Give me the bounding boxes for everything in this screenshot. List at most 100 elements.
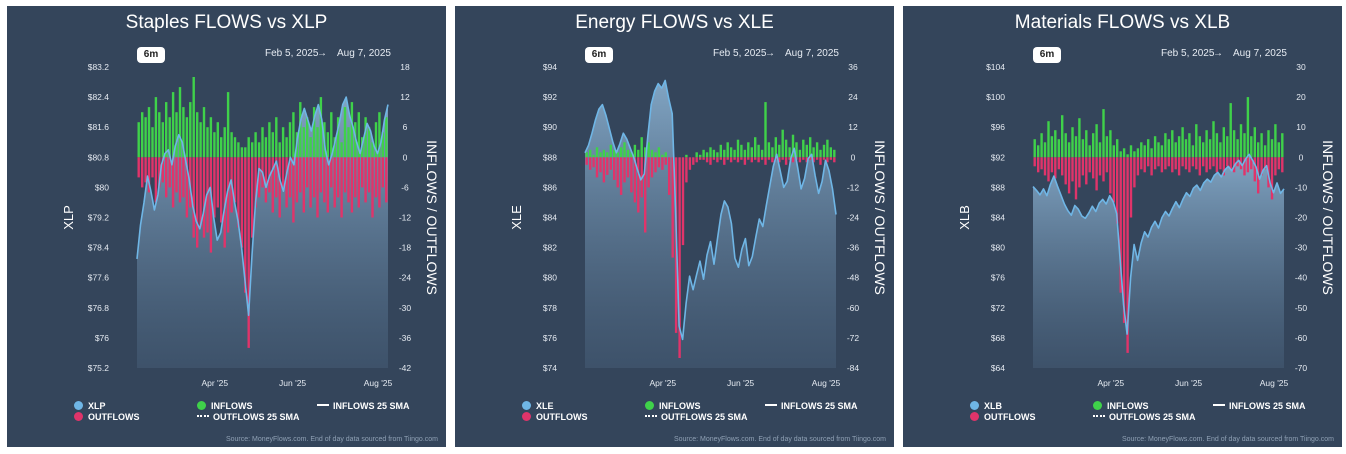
date-range-end[interactable]: Aug 7, 2025: [337, 48, 391, 59]
legend-price[interactable]: XLE: [522, 401, 554, 411]
inflow-bar: [1208, 139, 1212, 158]
legend-outflows-sma[interactable]: OUTFLOWS 25 SMA: [1093, 412, 1196, 422]
outflow-bar: [299, 157, 302, 193]
date-range-end[interactable]: Aug 7, 2025: [1233, 48, 1287, 59]
legend-outflows-dot: [970, 412, 979, 421]
outflow-bar: [199, 157, 202, 228]
legend-inflows[interactable]: INFLOWS: [1093, 401, 1149, 411]
legend-outflows-sma-label: OUTFLOWS 25 SMA: [1109, 412, 1196, 422]
date-range-start[interactable]: Feb 5, 2025: [265, 48, 319, 59]
outflow-bar: [1043, 157, 1047, 176]
outflow-bar: [712, 157, 716, 160]
legend-inflows-sma[interactable]: INFLOWS 25 SMA: [1213, 401, 1306, 411]
outflow-bar: [647, 157, 650, 188]
outflow-bar: [685, 157, 688, 183]
outflow-bar: [747, 157, 750, 160]
y2-axis-tick-label: -18: [399, 243, 412, 253]
outflow-bar: [757, 157, 760, 163]
price-area: [585, 80, 836, 368]
inflow-bar: [1098, 142, 1102, 158]
legend-outflows-sma[interactable]: OUTFLOWS 25 SMA: [645, 412, 748, 422]
outflow-bar: [1140, 157, 1143, 170]
inflow-bar: [316, 127, 319, 158]
x-axis-tick-label: Apr '25: [201, 378, 228, 388]
legend-price[interactable]: XLB: [970, 401, 1002, 411]
outflow-bar: [1085, 157, 1088, 185]
price-line: [136, 96, 389, 317]
inflow-bar: [158, 112, 161, 158]
outflow-bar: [740, 157, 743, 160]
range-selector-button[interactable]: 6m: [1033, 47, 1061, 63]
outflow-bar: [764, 157, 767, 165]
inflow-bar: [171, 92, 175, 158]
inflow-bar: [240, 147, 244, 158]
outflow-bar: [374, 157, 378, 198]
legend-inflows-label: INFLOWS: [1107, 401, 1149, 411]
x-axis-tick-label: Aug '25: [364, 378, 393, 388]
outflow-bar: [809, 157, 812, 160]
inflow-bar: [743, 149, 747, 158]
outflow-bar: [1250, 157, 1253, 170]
outflow-bar: [340, 157, 343, 218]
legend-inflows[interactable]: INFLOWS: [197, 401, 253, 411]
outflow-bar: [213, 157, 216, 218]
legend-inflows-sma-label: INFLOWS 25 SMA: [1229, 401, 1306, 411]
outflow-bar: [1050, 157, 1054, 173]
inflow-bar: [1074, 136, 1078, 158]
outflow-bar: [278, 157, 281, 218]
outflow-bar: [1164, 157, 1167, 170]
outflow-bar: [367, 157, 371, 193]
legend-price[interactable]: XLP: [74, 401, 106, 411]
chart-plot-area: $83.2 $82.4 $81.6 $80.8 $80 $79.2 $78.4 $77.6 $7…: [61, 62, 440, 388]
inflow-bar: [1126, 154, 1129, 158]
date-range-start[interactable]: Feb 5, 2025: [1161, 48, 1215, 59]
legend-inflows[interactable]: INFLOWS: [645, 401, 701, 411]
date-range-arrow: →: [1213, 48, 1223, 59]
inflow-bar: [1057, 139, 1060, 158]
legend-inflows-sma[interactable]: INFLOWS 25 SMA: [317, 401, 410, 411]
inflow-bar: [1239, 124, 1243, 158]
inflow-bar: [175, 112, 178, 158]
y2-axis-tick-label: 24: [848, 92, 858, 102]
date-range-start[interactable]: Feb 5, 2025: [713, 48, 767, 59]
outflow-bar: [292, 157, 295, 223]
legend-outflows-sma[interactable]: OUTFLOWS 25 SMA: [197, 412, 300, 422]
source-note: Source: MoneyFlows.com. End of day data …: [1121, 436, 1334, 443]
legend-outflows[interactable]: OUTFLOWS: [970, 412, 1036, 422]
outflow-bar: [1092, 157, 1095, 179]
outflow-bar: [350, 157, 354, 213]
range-selector-button[interactable]: 6m: [137, 47, 165, 63]
outflow-bar: [354, 157, 357, 198]
price-line: [1032, 153, 1285, 335]
outflow-bar: [668, 157, 671, 195]
date-range-end[interactable]: Aug 7, 2025: [785, 48, 839, 59]
outflow-bar: [726, 157, 729, 160]
outflow-bar: [619, 157, 623, 195]
inflow-bar: [589, 149, 592, 158]
y-axis-tick-label: $82: [543, 243, 557, 253]
outflow-bar: [326, 157, 329, 213]
chart-title: Materials FLOWS vs XLB: [1014, 12, 1231, 33]
range-selector-button[interactable]: 6m: [585, 47, 613, 63]
outflow-bar: [330, 157, 333, 188]
outflow-bar: [626, 157, 630, 178]
inflow-bar: [833, 149, 836, 158]
inflow-bar: [654, 152, 657, 158]
outflow-bar: [1078, 157, 1081, 188]
inflow-bar: [1061, 115, 1064, 158]
outflow-bar: [819, 157, 822, 165]
legend-price-label: XLB: [984, 401, 1002, 411]
inflow-bar: [1232, 130, 1236, 158]
inflow-bar: [1105, 136, 1109, 158]
legend-inflows-sma[interactable]: INFLOWS 25 SMA: [765, 401, 858, 411]
y2-axis-tick-label: -24: [847, 213, 860, 223]
inflow-bar: [137, 122, 140, 158]
inflow-bar: [616, 152, 619, 158]
legend-outflows[interactable]: OUTFLOWS: [522, 412, 588, 422]
inflow-bar: [147, 107, 151, 158]
outflow-bar: [1277, 157, 1280, 170]
y2-axis-tick-label: 18: [400, 62, 410, 72]
outflow-bar: [716, 157, 719, 163]
legend-outflows[interactable]: OUTFLOWS: [74, 412, 140, 422]
outflow-bar: [661, 157, 664, 170]
